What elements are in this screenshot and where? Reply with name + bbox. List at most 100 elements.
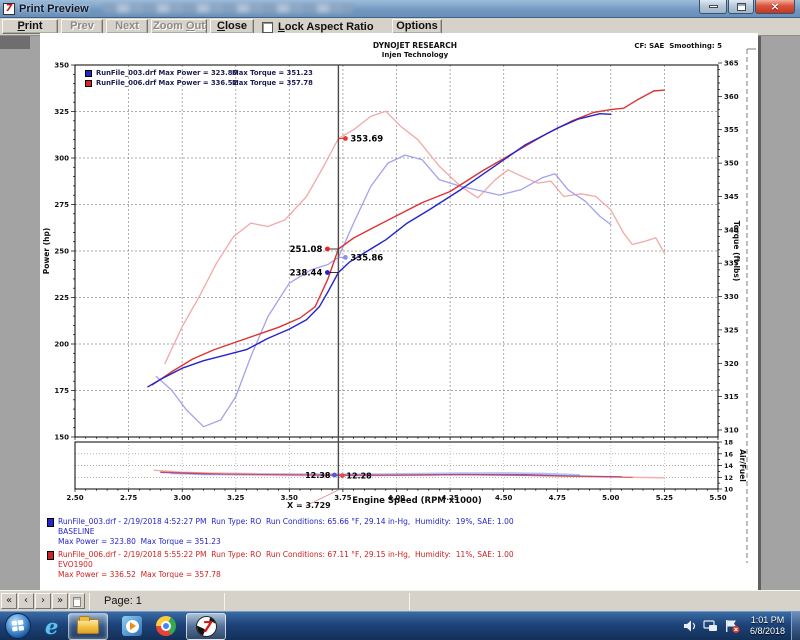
taskbar-dynojet[interactable]: 7 [186, 612, 227, 640]
svg-text:355: 355 [724, 126, 739, 134]
app-icon: 7 [3, 2, 15, 15]
smoothing-info: CF: SAE Smoothing: 5 [634, 42, 722, 50]
run-max-line: Max Power = 336.52 Max Torque = 357.78 [58, 570, 221, 579]
legend-swatch-blue [85, 70, 92, 77]
svg-text:14: 14 [724, 462, 734, 470]
svg-text:350: 350 [724, 160, 739, 168]
taskbar-explorer[interactable] [68, 612, 109, 640]
svg-text:335: 335 [724, 260, 739, 268]
svg-text:12.38: 12.38 [305, 471, 331, 480]
network-icon[interactable] [703, 620, 717, 631]
statusbar: « ‹ › » Page: 1 [0, 590, 800, 611]
redacted-title-text [102, 4, 353, 13]
dyno-chart: 150 175 200 225 250 275 300 325 350 310 315 320 325 3… [42, 48, 756, 563]
first-page-button[interactable]: « [1, 593, 17, 609]
close-preview-button[interactable]: Close [210, 19, 254, 34]
close-button[interactable]: × [755, 0, 795, 14]
curve-torque-baseline [155, 154, 612, 428]
svg-text:2.75: 2.75 [120, 494, 137, 502]
svg-text:5.00: 5.00 [602, 494, 619, 502]
next-page-button[interactable]: › [35, 593, 51, 609]
svg-text:238.44: 238.44 [290, 269, 323, 279]
print-button[interactable]: Print [2, 19, 58, 34]
taskbar-media-player[interactable] [122, 616, 143, 636]
page-list-button[interactable] [69, 593, 85, 609]
taskbar-clock[interactable]: 1:01 PM 6/8/2018 [750, 615, 785, 637]
svg-text:Torque (ft-lbs): Torque (ft-lbs) [732, 221, 741, 282]
windows-flag-icon [11, 620, 24, 632]
lock-aspect-label: Lock Aspect Ratio [278, 21, 374, 33]
cursor-x-label: X = 3.729 [287, 501, 331, 509]
taskbar-chrome[interactable] [156, 616, 177, 636]
svg-text:335.86: 335.86 [350, 253, 383, 263]
svg-text:5.25: 5.25 [656, 494, 673, 502]
taskbar: e 7 [0, 611, 800, 640]
statusbar-separator [409, 592, 410, 610]
legend-file-baseline: RunFile_003.drf Max Power = 323.80 [96, 69, 238, 77]
svg-text:10: 10 [724, 486, 734, 494]
svg-text:4.75: 4.75 [549, 494, 566, 502]
system-tray [682, 617, 744, 635]
clock-time: 1:01 PM [750, 615, 785, 625]
dynojet-icon: 7 [195, 615, 217, 637]
minimize-button[interactable] [699, 0, 727, 14]
svg-text:365: 365 [724, 60, 739, 68]
maximize-button[interactable] [728, 0, 754, 14]
legend-file-evo1900: RunFile_006.drf Max Power = 336.52 [96, 79, 238, 87]
next-button[interactable]: Next [106, 19, 148, 34]
run-details-evo1900: RunFile_006.drf - 2/19/2018 5:55:22 PM R… [47, 550, 747, 580]
svg-text:310: 310 [724, 427, 739, 435]
toolbar: Print Prev Next Zoom Out Close Lock Aspe… [0, 18, 800, 36]
svg-text:5.50: 5.50 [709, 494, 726, 502]
run-name-line: BASELINE [58, 527, 95, 536]
legend-row-baseline: RunFile_003.drf Max Power = 323.80 Max T… [84, 69, 384, 79]
svg-text:340: 340 [724, 226, 739, 234]
svg-text:3.25: 3.25 [227, 494, 244, 502]
taskbar-ie[interactable]: e [45, 616, 58, 637]
run-details-baseline: RunFile_003.drf - 2/19/2018 4:52:27 PM R… [47, 517, 747, 547]
volume-icon[interactable] [683, 620, 696, 632]
run-max-line: Max Power = 323.80 Max Torque = 351.23 [58, 537, 221, 546]
svg-text:4.25: 4.25 [441, 494, 458, 502]
svg-text:251.08: 251.08 [290, 245, 323, 255]
svg-text:315: 315 [724, 393, 739, 401]
window-title: Print Preview [19, 2, 89, 15]
legend-row-evo1900: RunFile_006.drf Max Power = 336.52 Max T… [84, 79, 384, 89]
run-info-line: RunFile_006.drf - 2/19/2018 5:55:22 PM R… [58, 550, 514, 559]
svg-text:4.00: 4.00 [388, 494, 405, 502]
zoom-out-button[interactable]: Zoom Out [151, 19, 207, 34]
curve-afr-evo1900 [160, 471, 633, 478]
chart-subtitle: Injen Technology [381, 51, 449, 59]
preview-area: 150 175 200 225 250 275 300 325 350 310 315 320 325 3… [0, 33, 800, 590]
svg-text:250: 250 [54, 248, 69, 256]
last-page-button[interactable]: » [52, 593, 68, 609]
titlebar: 7 Print Preview × [0, 0, 800, 18]
chart-title: DYNOJET RESEARCH [372, 41, 458, 50]
statusbar-separator [224, 592, 225, 610]
svg-text:18: 18 [724, 439, 734, 447]
page-icon [73, 597, 81, 607]
svg-text:3.75: 3.75 [334, 494, 351, 502]
legend-torque-evo1900: Max Torque = 357.78 [232, 79, 313, 87]
svg-text:Power (hp): Power (hp) [42, 228, 51, 275]
ie-icon: e [45, 613, 59, 639]
svg-text:12.28: 12.28 [346, 472, 372, 481]
media-player-icon [122, 616, 143, 636]
start-button[interactable] [5, 613, 31, 639]
run-name-line: EVO1900 [58, 560, 93, 569]
prev-page-button[interactable]: ‹ [18, 593, 34, 609]
action-center-icon[interactable] [725, 620, 740, 634]
options-button[interactable]: Options [392, 19, 442, 34]
svg-text:175: 175 [54, 387, 69, 395]
lock-aspect-checkbox[interactable] [262, 21, 273, 33]
folder-icon [77, 615, 100, 634]
svg-text:3.50: 3.50 [281, 494, 298, 502]
svg-text:2.50: 2.50 [66, 494, 83, 502]
run-info-line: RunFile_003.drf - 2/19/2018 4:52:27 PM R… [58, 517, 514, 526]
prev-button[interactable]: Prev [61, 19, 103, 34]
show-desktop-button[interactable] [791, 611, 800, 640]
svg-text:225: 225 [54, 294, 69, 302]
chrome-icon [156, 616, 177, 636]
svg-text:330: 330 [724, 293, 739, 301]
